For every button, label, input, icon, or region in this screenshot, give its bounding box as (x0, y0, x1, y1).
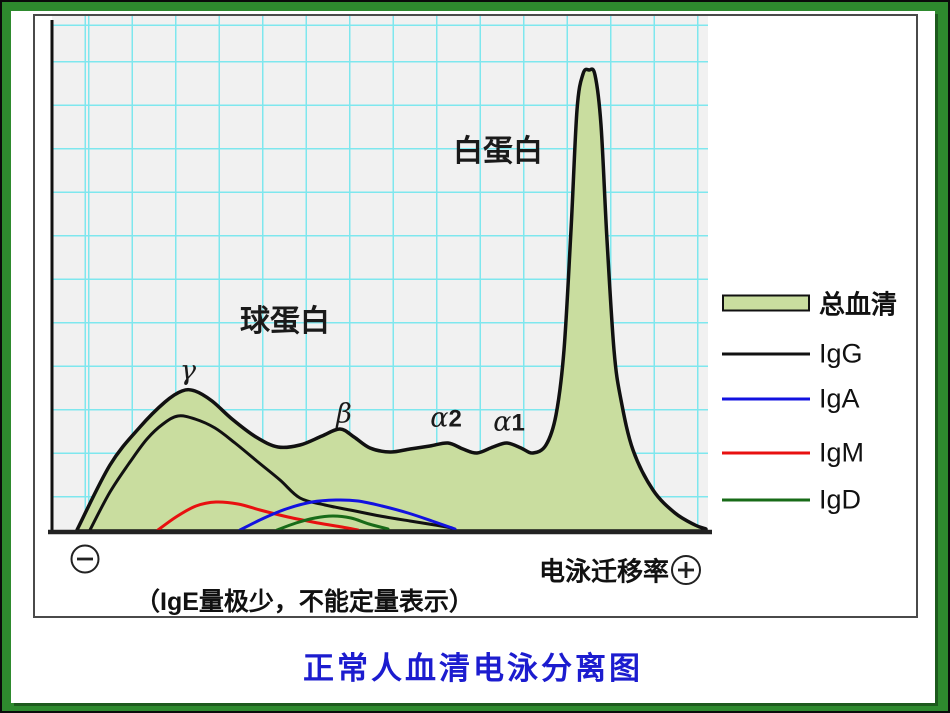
series-iga (238, 498, 457, 532)
ige-note: （IgE量极少，不能定量表示） (135, 588, 474, 616)
igg-line-swatch (722, 352, 810, 356)
plus-electrode-icon (671, 555, 701, 585)
series-igd (275, 514, 390, 532)
legend-item-igd: IgD (722, 485, 861, 516)
page-title: 正常人血清电泳分离图 (303, 651, 643, 686)
legend-label-igm: IgM (819, 437, 865, 468)
legend-label-igg: IgG (819, 338, 863, 369)
legend-item-igm: IgM (722, 438, 864, 469)
series-total-serum (75, 67, 708, 533)
alpha1-number: 1 (511, 409, 525, 437)
legend-item-total-serum: 总血清 (722, 285, 897, 322)
albumin-label: 白蛋白 (453, 135, 543, 168)
beta-peak-label: β (336, 398, 352, 430)
iga-line-swatch (722, 397, 810, 401)
alpha2-greek: α (430, 402, 449, 434)
legend-item-iga: IgA (722, 384, 860, 415)
alpha2-number: 2 (448, 405, 462, 433)
alpha1-peak-label: α1 (493, 407, 525, 438)
globulin-label: 球蛋白 (240, 305, 330, 338)
plot-svg (48, 20, 712, 585)
x-axis-label: 电泳迁移率 (538, 556, 669, 587)
series-layer (75, 67, 708, 533)
slide-background: 白蛋白 球蛋白 γ β α2 α1 电泳迁移率 （IgE量极少，不能定量表示） … (11, 11, 935, 703)
series-igg (88, 414, 454, 532)
legend-label-total-serum: 总血清 (819, 289, 898, 320)
gamma-peak-label: γ (179, 355, 197, 387)
alpha2-peak-label: α2 (430, 403, 462, 434)
minus-electrode-icon (70, 544, 100, 574)
legend-item-igg: IgG (722, 339, 863, 370)
legend-label-igd: IgD (819, 484, 862, 515)
total-serum-swatch (722, 294, 810, 312)
axes-layer (48, 20, 712, 535)
igm-line-swatch (722, 451, 810, 455)
chart-box: 白蛋白 球蛋白 γ β α2 α1 电泳迁移率 （IgE量极少，不能定量表示） … (33, 14, 918, 618)
legend-label-iga: IgA (819, 383, 860, 414)
series-igm (156, 500, 360, 532)
alpha1-greek: α (493, 406, 512, 438)
igd-line-swatch (722, 498, 810, 502)
